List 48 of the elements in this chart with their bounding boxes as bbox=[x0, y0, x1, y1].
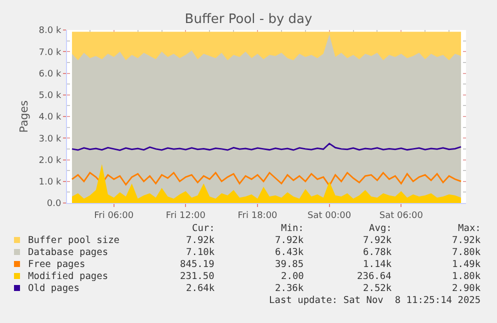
y-tick-label: 6.0 k bbox=[38, 69, 62, 80]
legend-label: Buffer pool size bbox=[28, 235, 120, 246]
text: Last update: Sat Nov 8 11:25:14 2025 bbox=[269, 295, 481, 306]
x-tick-label: Fri 18:00 bbox=[238, 210, 278, 221]
x-tick-label: Fri 12:00 bbox=[166, 210, 206, 221]
text: 2.64k bbox=[186, 283, 215, 294]
text: 7.10k bbox=[186, 247, 215, 258]
y-tick-label: 0.0 bbox=[46, 199, 62, 210]
text: 7.92k bbox=[452, 235, 481, 246]
text: 1.80k bbox=[452, 271, 481, 282]
y-tick-label: 7.0 k bbox=[38, 48, 62, 58]
text: 845.19 bbox=[180, 259, 215, 270]
text: 1.14k bbox=[363, 259, 392, 270]
text: 2.36k bbox=[275, 283, 304, 294]
x-tick-label: Sat 06:00 bbox=[379, 210, 424, 221]
y-tick-label: 1.0 k bbox=[38, 178, 62, 188]
y-axis-title: Pages bbox=[17, 100, 30, 133]
text: Cur: bbox=[192, 223, 215, 234]
y-tick-label: 5.0 k bbox=[38, 91, 62, 102]
text: 6.43k bbox=[275, 247, 304, 258]
legend-label: Modified pages bbox=[28, 271, 108, 282]
x-tick-label: Fri 06:00 bbox=[94, 210, 134, 221]
text: 6.78k bbox=[363, 247, 392, 258]
text: 7.92k bbox=[363, 235, 392, 246]
text: Avg: bbox=[369, 223, 392, 234]
text: 2.00 bbox=[281, 271, 304, 282]
text: 231.50 bbox=[180, 271, 215, 282]
text: 7.92k bbox=[275, 235, 304, 246]
text: 1.49k bbox=[452, 259, 481, 270]
text: 7.92k bbox=[186, 235, 215, 246]
text: Min: bbox=[281, 223, 304, 234]
y-tick-label: 4.0 k bbox=[38, 112, 62, 123]
x-tick-label: Sat 00:00 bbox=[308, 210, 352, 221]
text: Max: bbox=[458, 223, 481, 234]
y-tick-label: 3.0 k bbox=[38, 134, 62, 144]
legend-label: Database pages bbox=[28, 247, 108, 258]
text: 2.90k bbox=[452, 283, 481, 294]
text: 7.80k bbox=[452, 247, 481, 258]
legend-label: Old pages bbox=[28, 283, 80, 294]
chart-title: Buffer Pool - by day bbox=[184, 12, 313, 28]
legend-label: Free pages bbox=[28, 259, 86, 270]
text: 2.52k bbox=[363, 283, 392, 294]
text: 39.85 bbox=[275, 259, 304, 270]
line-series bbox=[71, 172, 462, 186]
y-tick-label: 8.0 k bbox=[38, 26, 62, 36]
text: 236.64 bbox=[357, 271, 392, 282]
line-series bbox=[71, 142, 462, 151]
y-tick-label: 2.0 k bbox=[38, 156, 62, 166]
